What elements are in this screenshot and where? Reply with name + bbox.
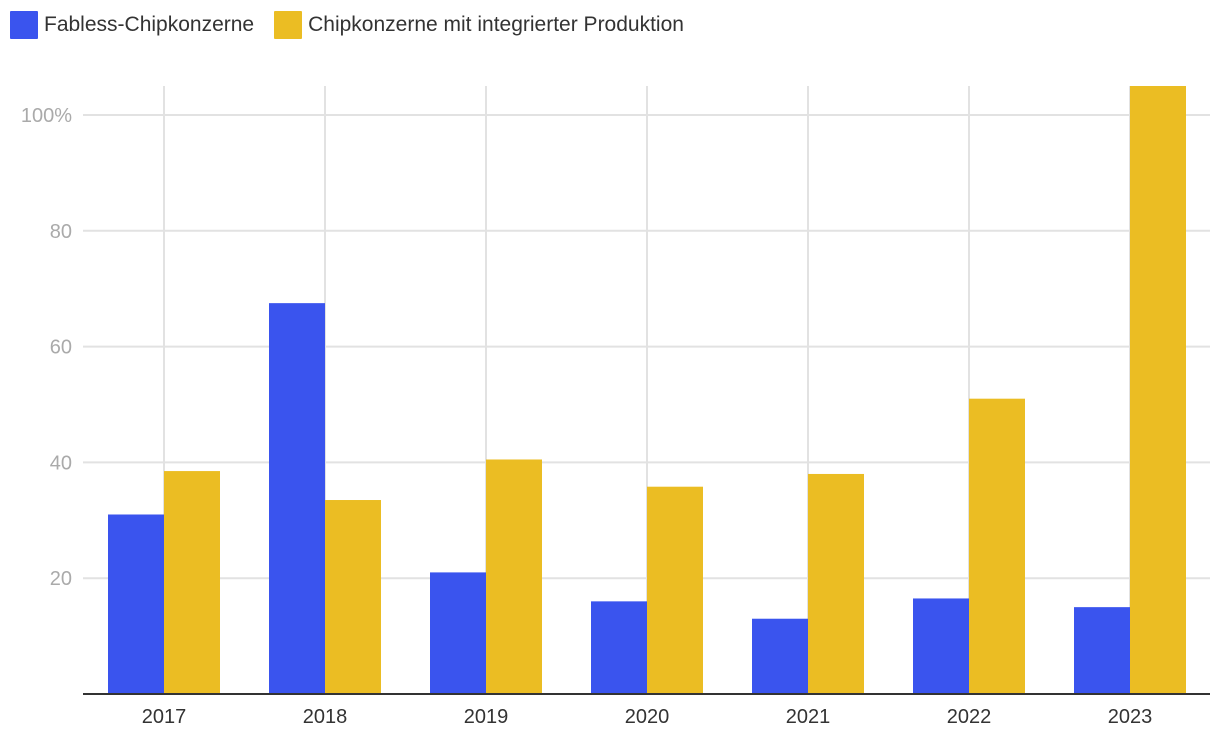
x-axis-ticks: 2017 2018 2019 2020 2021 2022 2023 (142, 706, 1153, 728)
legend-label-integrated: Chipkonzerne mit integrierter Produktion (308, 13, 684, 36)
y-tick-label: 100% (21, 105, 72, 127)
legend-label-fabless: Fabless-Chipkonzerne (44, 13, 255, 36)
bar-integrated-2023 (1130, 86, 1186, 694)
bar-fabless-2017 (108, 514, 164, 694)
bar-fabless-2021 (752, 618, 808, 694)
x-tick-label: 2019 (464, 706, 509, 728)
bar-integrated-2020 (647, 486, 703, 694)
bar-fabless-2019 (430, 572, 486, 694)
bar-integrated-2022 (969, 398, 1025, 694)
legend-swatch-integrated (274, 11, 303, 39)
bar-fabless-2023 (1074, 607, 1130, 694)
x-tick-label: 2023 (1108, 706, 1153, 728)
x-tick-label: 2017 (142, 706, 187, 728)
legend-item-fabless: Fabless-Chipkonzerne (10, 11, 254, 39)
legend-item-integrated: Chipkonzerne mit integrierter Produktion (274, 11, 684, 39)
y-tick-label: 20 (50, 568, 72, 590)
bar-fabless-2022 (913, 598, 969, 694)
y-tick-label: 60 (50, 337, 72, 359)
x-tick-label: 2020 (625, 706, 670, 728)
bar-fabless-2018 (269, 303, 325, 694)
bar-integrated-2019 (486, 459, 542, 694)
bar-integrated-2021 (808, 473, 864, 694)
bar-integrated-2018 (325, 500, 381, 694)
y-tick-label: 40 (50, 452, 72, 474)
y-axis-ticks: 20 40 60 80 100% (21, 105, 72, 590)
y-tick-label: 80 (50, 221, 72, 243)
bars (108, 86, 1186, 694)
bar-fabless-2020 (591, 601, 647, 694)
x-tick-label: 2018 (303, 706, 348, 728)
x-tick-label: 2021 (786, 706, 831, 728)
legend-swatch-fabless (10, 11, 38, 39)
x-tick-label: 2022 (947, 706, 992, 728)
legend: Fabless-Chipkonzerne Chipkonzerne mit in… (10, 10, 704, 40)
bar-integrated-2017 (164, 471, 220, 694)
